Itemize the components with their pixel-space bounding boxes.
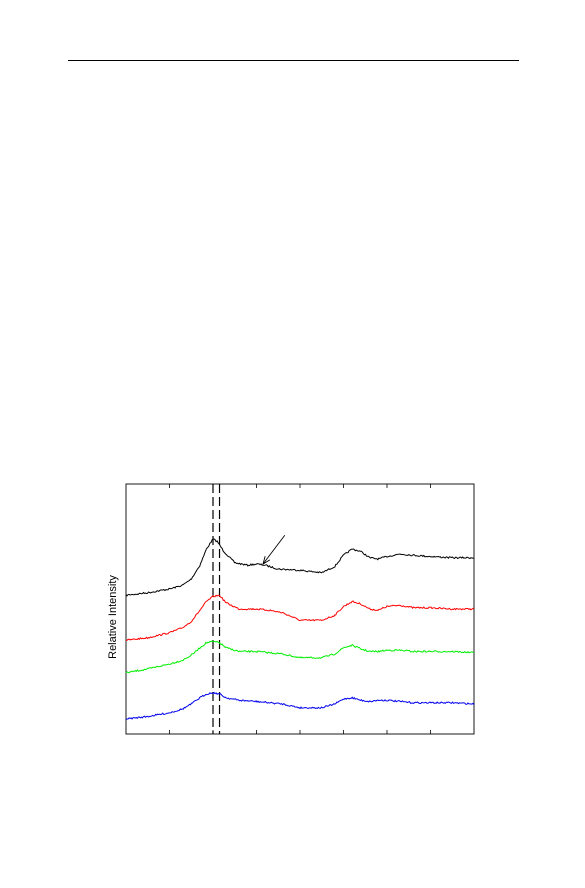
annotation-layer: [262, 534, 286, 565]
series-line-3: [125, 640, 475, 674]
reference-lines: [212, 484, 221, 734]
y-axis-label: Relative Intensity: [107, 575, 119, 659]
annotation-arrow-head: [262, 556, 271, 565]
plot-frame: [125, 483, 475, 735]
page-header-rule: [68, 60, 519, 61]
series-layer: [125, 538, 475, 721]
annotation-arrow-line: [262, 534, 286, 565]
series-line-2: [125, 594, 475, 642]
series-line-1: [125, 538, 475, 597]
x-axis-ticks: [169, 484, 431, 734]
series-line-4: [125, 691, 475, 721]
